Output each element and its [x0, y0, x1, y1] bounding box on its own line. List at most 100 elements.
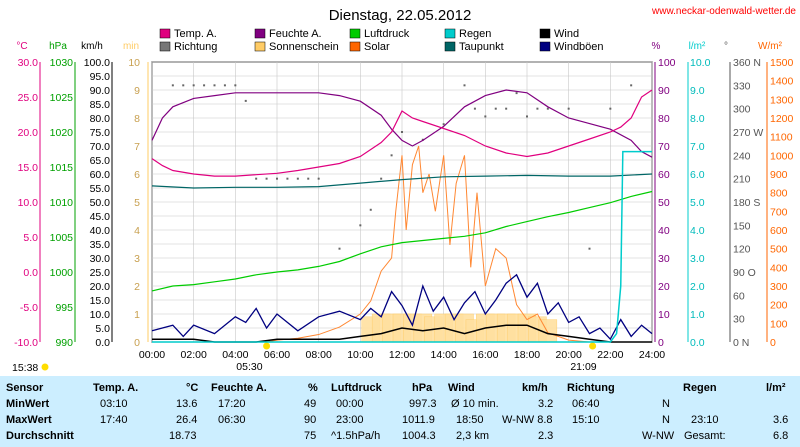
tick-humidity: 50: [658, 197, 670, 209]
tick-rain: 2.0: [690, 281, 705, 293]
tick-humidity: 0: [658, 337, 664, 349]
legend-swatch: [349, 28, 361, 39]
legend-label: Windböen: [554, 41, 604, 53]
tick-wind: 90.0: [90, 85, 111, 97]
direction-point: [276, 177, 278, 180]
direction-point: [244, 99, 247, 102]
tick-pressure: 990: [55, 337, 73, 349]
tick-solar: 1100: [770, 132, 793, 144]
tick-rain: 6.0: [690, 169, 705, 181]
hdr-rain-unit: l/m²: [766, 382, 786, 394]
x-tick-label: 20:00: [556, 349, 582, 361]
x-tick-label: 04:00: [222, 349, 248, 361]
tick-direction: 0 N: [733, 337, 749, 349]
tick-pressure: 1015: [50, 162, 74, 174]
tick-wind: 100.0: [84, 57, 110, 69]
tick-pressure: 1005: [50, 232, 74, 244]
chart-title: Dienstag, 22.05.2012: [329, 7, 472, 24]
tick-wind: 30.0: [90, 253, 111, 265]
hdr-humidity: Feuchte A.: [211, 382, 267, 394]
humidity-line: [151, 89, 653, 158]
legend-label: Luftdruck: [364, 28, 410, 40]
tick-wind: 50.0: [90, 197, 111, 209]
cell-dir-time: 06:40: [572, 398, 600, 410]
x-tick-label: 14:00: [431, 349, 457, 361]
tick-rain: 10.0: [690, 57, 711, 69]
sunrise-marker: [263, 342, 271, 350]
tick-temp: 0.0: [23, 267, 38, 279]
direction-point: [567, 107, 570, 110]
x-tick-label: 02:00: [181, 349, 207, 361]
hdr-pressure-unit: hPa: [412, 382, 433, 394]
x-tick-label: 18:00: [514, 349, 540, 361]
cell-hum-time: 06:30: [218, 414, 246, 426]
cell-rain-val: 6.8: [773, 430, 789, 442]
cell-dir-time: 15:10: [572, 414, 600, 426]
tick-solar: 700: [770, 206, 788, 218]
legend-swatch: [444, 41, 456, 52]
tick-humidity: 20: [658, 281, 670, 293]
direction-point: [234, 84, 237, 87]
summary-table: Sensor Temp. A. °C Feuchte A. % Luftdruc…: [0, 376, 800, 447]
x-tick-label: 16:00: [472, 349, 498, 361]
tick-rain: 4.0: [690, 225, 705, 237]
cell-temp-time: 03:10: [100, 398, 128, 410]
tick-sun: 6: [134, 169, 140, 181]
tick-direction: 60: [733, 290, 745, 302]
tick-wind: 45.0: [90, 211, 111, 223]
tick-pressure: 1020: [50, 127, 74, 139]
cell-wind-time: Ø 10 min.: [451, 398, 499, 410]
legend-label: Richtung: [174, 41, 217, 53]
tick-wind: 20.0: [90, 281, 111, 293]
legend-swatch: [539, 41, 551, 52]
cell-dir-val: W-NW: [642, 430, 675, 442]
hdr-direction: Richtung: [567, 382, 615, 394]
tick-direction: 300: [733, 104, 751, 116]
axis-unit-direction: °: [724, 41, 728, 52]
tick-direction: 330: [733, 80, 751, 92]
gust-line: [151, 273, 653, 341]
cell-hum-val: 49: [304, 398, 317, 410]
tick-temp: 20.0: [18, 127, 39, 139]
direction-point: [213, 84, 216, 87]
tick-pressure: 1010: [50, 197, 74, 209]
cell-press-val: 1011.9: [402, 414, 435, 426]
tick-temp: 10.0: [18, 197, 39, 209]
sunset-marker: [589, 342, 597, 350]
tick-solar: 1500: [770, 57, 794, 69]
cell-wind-val: 2.3: [538, 430, 554, 442]
tick-wind: 5.0: [95, 323, 110, 335]
solar-line: [152, 145, 652, 343]
tick-pressure: 995: [55, 302, 73, 314]
direction-point: [442, 123, 445, 126]
axis-unit-rain: l/m²: [689, 41, 706, 52]
tick-solar: 900: [770, 169, 788, 181]
hdr-wind-unit: km/h: [522, 382, 548, 394]
x-tick-label: 24:00: [639, 349, 665, 361]
tick-solar: 800: [770, 188, 788, 200]
rain-line: [152, 150, 652, 343]
tick-rain: 3.0: [690, 253, 705, 265]
direction-point: [286, 177, 289, 180]
cell-temp-time: 17:40: [100, 414, 128, 426]
cell-temp-val: 18.73: [169, 430, 197, 442]
tick-temp: 25.0: [18, 92, 39, 104]
weather-chart: Dienstag, 22.05.2012 www.neckar-odenwald-…: [12, 6, 796, 374]
tick-solar: 200: [770, 300, 788, 312]
tick-solar: 100: [770, 318, 788, 330]
tick-humidity: 70: [658, 141, 670, 153]
cell-press-val: 1004.3: [402, 430, 436, 442]
tick-direction: 240: [733, 150, 751, 162]
cell-rain-time: Gesamt:: [684, 430, 726, 442]
legend-swatch: [349, 41, 361, 52]
moon-marker: [41, 363, 49, 371]
direction-point: [526, 115, 528, 118]
direction-point: [296, 177, 299, 180]
x-tick-label: 10:00: [347, 349, 373, 361]
tick-humidity: 100: [658, 57, 676, 69]
direction-point: [203, 84, 206, 87]
tick-sun: 4: [134, 225, 140, 237]
tick-wind: 95.0: [90, 71, 111, 83]
direction-point: [223, 84, 226, 87]
tick-rain: 5.0: [690, 197, 705, 209]
